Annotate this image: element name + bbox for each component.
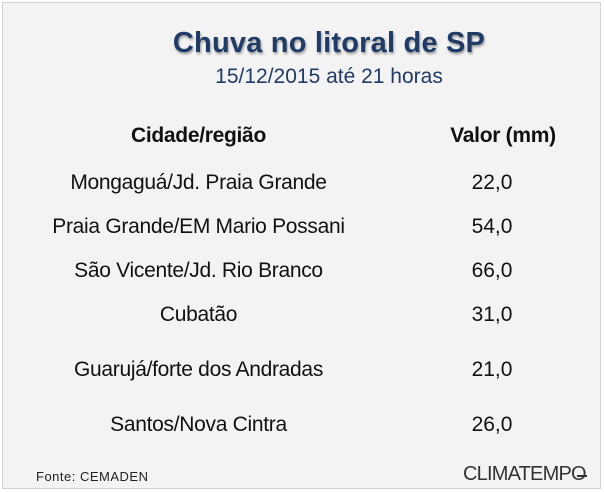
city-cell: Cubatão: [159, 303, 238, 326]
value-cell: 66,0: [471, 259, 513, 282]
chart-title: Chuva no litoral de SP: [172, 27, 486, 59]
table-row: São Vicente/Jd. Rio Branco 66,0: [3, 259, 603, 289]
climatempo-logo: CLIMATEMPO: [463, 463, 587, 485]
city-cell: Santos/Nova Cintra: [110, 413, 287, 436]
table-row: Guarujá/forte dos Andradas 21,0: [3, 358, 603, 388]
value-cell: 26,0: [471, 413, 513, 436]
city-cell: São Vicente/Jd. Rio Branco: [74, 259, 323, 282]
table-row: Praia Grande/EM Mario Possani 54,0: [3, 215, 603, 245]
chart-subtitle: 15/12/2015 até 21 horas: [215, 65, 443, 88]
source-note: Fonte: CEMADEN: [36, 469, 149, 484]
column-header-city: Cidade/região: [131, 124, 266, 147]
city-cell: Mongaguá/Jd. Praia Grande: [70, 171, 327, 194]
table-row: Mongaguá/Jd. Praia Grande 22,0: [3, 171, 603, 201]
logo-dash-mark: [577, 475, 587, 477]
city-cell: Guarujá/forte dos Andradas: [73, 358, 324, 381]
value-cell: 22,0: [471, 171, 513, 194]
value-cell: 31,0: [471, 303, 513, 326]
city-cell: Praia Grande/EM Mario Possani: [52, 215, 345, 238]
table-row: Cubatão 31,0: [3, 303, 603, 333]
table-row: Santos/Nova Cintra 26,0: [3, 413, 603, 443]
value-cell: 54,0: [471, 215, 513, 238]
value-cell: 21,0: [471, 358, 513, 381]
column-header-value: Valor (mm): [450, 124, 556, 147]
